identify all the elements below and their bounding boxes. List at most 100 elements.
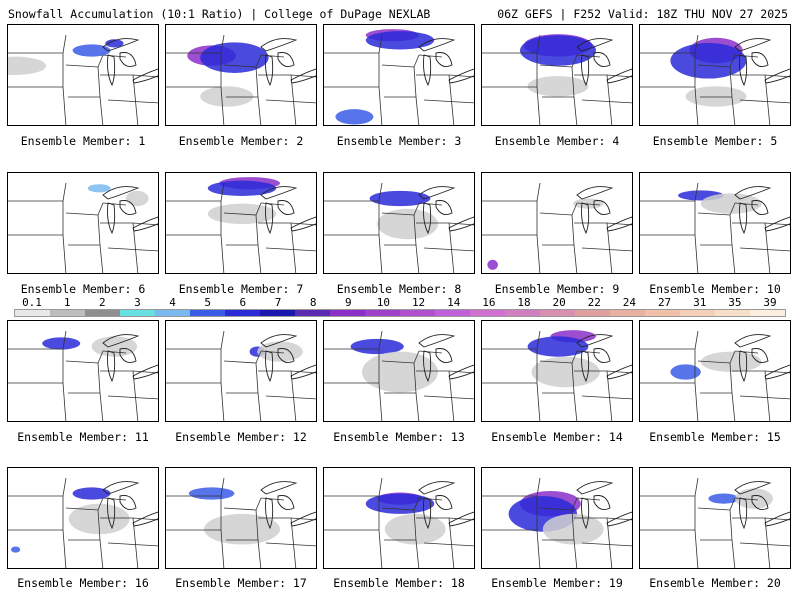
state-boundary: [700, 214, 733, 246]
colorbar-swatch: [120, 310, 155, 316]
lake-outline: [132, 511, 158, 527]
lake-outline: [290, 511, 316, 527]
ensemble-member-label: Ensemble Member: 16: [17, 576, 149, 590]
state-boundary: [223, 497, 262, 511]
ensemble-member-label: Ensemble Member: 6: [20, 282, 146, 296]
state-boundary: [573, 96, 578, 125]
lake-outline: [435, 495, 453, 510]
state-boundary: [418, 54, 443, 58]
ensemble-member-map: [639, 320, 791, 422]
snowfall-area: [362, 351, 438, 393]
lake-outline: [423, 350, 432, 383]
state-boundary: [415, 539, 420, 568]
state-boundary: [8, 34, 67, 54]
state-boundary: [62, 86, 67, 125]
lake-outline: [277, 495, 295, 510]
lake-outline: [260, 481, 298, 495]
state-boundary: [107, 395, 158, 400]
state-boundary: [265, 247, 316, 252]
state-boundary: [418, 350, 443, 354]
snowfall-area: [527, 336, 589, 357]
lake-outline: [606, 364, 632, 380]
lake-outline: [734, 334, 772, 348]
lake-outline: [734, 481, 772, 495]
lake-outline: [448, 511, 474, 527]
snowfall-area: [204, 513, 280, 545]
lake-outline: [435, 200, 453, 215]
lake-outline: [102, 186, 140, 200]
colorbar-tick-label: 8: [309, 296, 317, 309]
lake-outline: [119, 348, 137, 363]
ensemble-member-map: [323, 467, 475, 569]
snowfall-area: [105, 39, 124, 48]
colorbar-tick-label: 7: [274, 296, 282, 309]
state-boundary: [423, 99, 474, 104]
state-boundary: [700, 509, 733, 541]
ensemble-member-map: [481, 172, 633, 274]
colorbar-swatch: [575, 310, 610, 316]
state-boundary: [265, 542, 316, 547]
state-boundary: [62, 529, 67, 568]
colorbar-tick-label: 16: [482, 296, 496, 309]
state-boundary: [324, 201, 380, 236]
lake-outline: [132, 216, 158, 232]
state-boundary: [536, 86, 541, 125]
lake-outline: [107, 350, 116, 383]
lake-outline: [576, 481, 614, 495]
snowfall-area: [87, 184, 111, 193]
ensemble-member-map: [481, 467, 633, 569]
snowfall-area: [200, 86, 254, 107]
state-boundary: [581, 247, 632, 252]
state-boundary: [68, 362, 101, 394]
state-boundary: [573, 539, 578, 568]
state-boundary: [107, 247, 158, 252]
state-boundary: [640, 477, 699, 497]
ensemble-member-map: [165, 172, 317, 274]
state-boundary: [68, 66, 101, 98]
ensemble-member-map: [481, 24, 633, 126]
colorbar-swatch: [190, 310, 225, 316]
ensemble-member-map: [165, 320, 317, 422]
colorbar-swatch: [225, 310, 260, 316]
state-boundary: [257, 392, 262, 421]
colorbar-tick-label: 6: [239, 296, 247, 309]
lake-outline: [593, 348, 611, 363]
state-boundary: [536, 529, 541, 568]
state-boundary: [731, 244, 736, 273]
state-boundary: [581, 99, 632, 104]
state-boundary: [539, 202, 578, 216]
lake-outline: [102, 38, 140, 52]
state-boundary: [8, 496, 64, 531]
state-boundary: [694, 86, 699, 125]
state-boundary: [423, 395, 474, 400]
colorbar-swatch: [330, 310, 365, 316]
snowfall-area: [531, 356, 600, 388]
colorbar-swatches: [14, 309, 786, 317]
state-boundary: [265, 99, 316, 104]
lake-outline: [265, 497, 274, 530]
lake-outline: [581, 54, 590, 87]
lake-outline: [132, 68, 158, 84]
state-boundary: [734, 202, 759, 206]
snowfall-area: [487, 259, 498, 270]
lake-outline: [734, 38, 772, 52]
lake-outline: [448, 68, 474, 84]
state-boundary: [378, 234, 383, 273]
lake-outline: [107, 54, 116, 87]
colorbar-tick-label: 4: [169, 296, 176, 309]
lake-outline: [423, 497, 432, 530]
colorbar-swatch: [260, 310, 295, 316]
colorbar-tick-label: 1: [63, 296, 71, 309]
state-boundary: [220, 529, 225, 568]
state-boundary: [65, 54, 104, 68]
lake-outline: [606, 216, 632, 232]
state-boundary: [260, 54, 285, 58]
colorbar-tick-label: 24: [622, 296, 637, 309]
ensemble-member-label: Ensemble Member: 10: [649, 282, 781, 296]
lake-outline: [751, 348, 769, 363]
snowfall-area: [365, 493, 435, 514]
colorbar-tick-label: 20: [552, 296, 566, 309]
colorbar-tick-label: 0.1: [22, 296, 42, 309]
lake-outline: [606, 68, 632, 84]
lake-outline: [751, 200, 769, 215]
